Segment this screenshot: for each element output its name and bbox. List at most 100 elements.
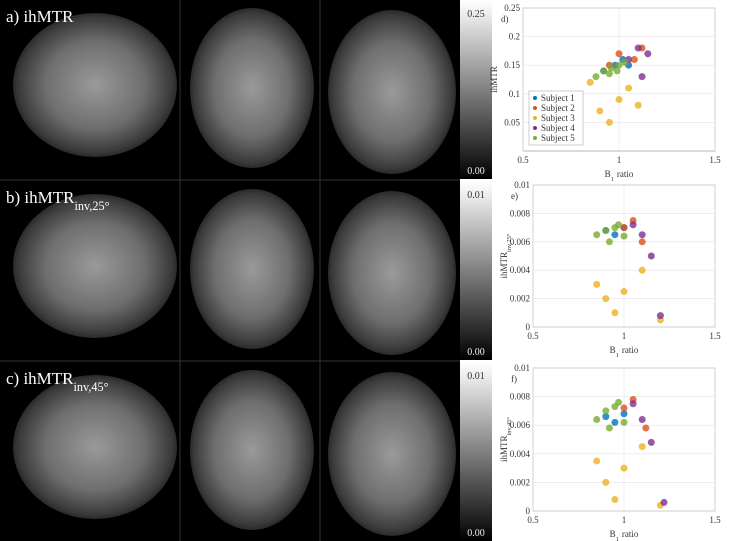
scatter-point [660,498,668,506]
y-tick-label: 0.004 [510,265,531,275]
colorbar [460,1,492,179]
scatter-point [638,231,646,239]
label-part: B [610,529,616,539]
y-axis-label: ihMTR [489,66,499,93]
scatter-point [602,226,610,234]
scatter-point [620,464,628,472]
colorbar [460,182,492,360]
coronal-slice [190,189,314,349]
x-axis-label: B1 ratio [610,529,639,541]
scatter-point [611,231,619,239]
legend-box [528,90,584,146]
axial-slice [328,372,456,536]
scatter-point [611,496,619,504]
scatter-point [625,84,633,92]
scatter-point [620,232,628,240]
x-tick-label: 1.5 [709,515,721,525]
colorbar-max: 0.25 [467,9,485,20]
x-tick-label: 1.5 [709,155,721,165]
x-tick-label: 1 [617,155,622,165]
label-part: B [605,169,611,179]
legend-marker [533,126,537,130]
legend-marker [533,116,537,120]
scatter-point [615,50,623,58]
scatter-point [638,266,646,274]
scatter-point [620,404,628,412]
scatter-point [600,67,608,75]
colorbar-max: 0.01 [467,371,485,382]
label-part: B [610,345,616,355]
scatter-point [615,398,623,406]
scatter-point [613,67,621,75]
scatter-point [638,73,646,81]
panel-label: b) ihMTRinv,25° [6,188,110,213]
x-tick-label: 1 [622,515,627,525]
y-tick-label: 0.15 [504,60,520,70]
legend-marker [533,106,537,110]
scatter-point [629,221,637,229]
scatter-point [592,73,600,81]
label-part: inv,25° [74,199,109,213]
legend-entry: Subject 1 [541,93,575,103]
y-tick-label: 0.006 [510,420,531,430]
scatter-point [621,58,629,66]
label-part: 1 [616,352,619,359]
legend-marker [533,136,537,140]
y-tick-label: 0.25 [504,3,520,13]
scatter-point [634,101,642,109]
label-part: ratio [617,169,634,179]
x-tick-label: 1 [622,331,627,341]
colorbar-min: 0.00 [467,528,485,539]
scatter-point [611,418,619,426]
y-tick-label: 0 [526,506,531,516]
colorbar-min: 0.00 [467,166,485,177]
scatter-point [620,418,628,426]
x-axis-label: B1 ratio [605,169,634,183]
label-part: 1 [611,176,614,183]
scatter-point [620,224,628,232]
scatter-point [607,64,615,72]
colorbar-max: 0.01 [467,190,485,201]
y-tick-label: 0.006 [510,237,531,247]
axial-slice [328,191,456,355]
y-tick-label: 0.002 [510,477,530,487]
label-part: b) ihMTR [6,188,75,207]
scatter-point [630,55,638,63]
scatter-point [605,70,613,78]
scatter-point [605,424,613,432]
scatter-point [593,415,601,423]
label-part: ratio [622,529,639,539]
panel-label: e) [511,191,518,201]
legend-entry: Subject 5 [541,133,575,143]
mri-row [13,370,456,536]
scatter-point [615,96,623,104]
scatter-point [602,295,610,303]
x-axis-label: B1 ratio [610,345,639,359]
label-part: ihMTR [489,66,499,93]
label-part: ihMTR [499,436,509,463]
coronal-slice [190,8,314,168]
mri-row [13,189,456,355]
y-tick-label: 0 [526,322,531,332]
coronal-slice [190,370,314,530]
scatter-point [593,231,601,239]
legend-marker [533,96,537,100]
scatter-point [596,107,604,115]
y-tick-label: 0.004 [510,449,531,459]
scatter-point [620,410,628,418]
panel-label: d) [501,14,509,24]
label-part: 1 [616,536,619,541]
label-part: inv,45° [74,380,109,394]
x-tick-label: 1.5 [709,331,721,341]
scatter-point [605,238,613,246]
sagittal-slice [13,194,177,338]
y-tick-label: 0.01 [514,363,530,373]
panel-label: f) [511,374,517,384]
sagittal-slice [13,375,177,519]
scatter-point [647,252,655,260]
y-tick-label: 0.008 [510,392,531,402]
